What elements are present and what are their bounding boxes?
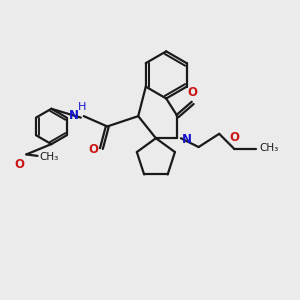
Text: H: H (78, 102, 86, 112)
Text: O: O (88, 143, 98, 157)
Text: CH₃: CH₃ (259, 142, 278, 153)
Text: CH₃: CH₃ (40, 152, 59, 162)
Text: O: O (15, 158, 25, 171)
Text: N: N (68, 109, 78, 122)
Text: O: O (230, 131, 240, 144)
Text: N: N (182, 133, 191, 146)
Text: O: O (188, 86, 198, 99)
